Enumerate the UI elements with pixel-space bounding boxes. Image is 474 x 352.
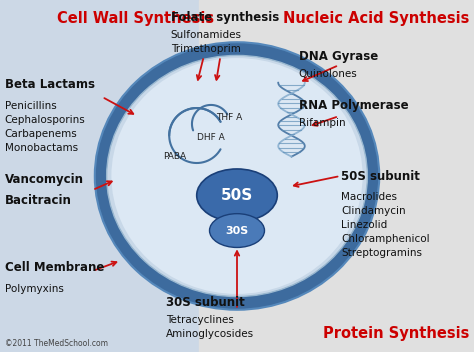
Text: RNA Polymerase: RNA Polymerase bbox=[299, 99, 408, 112]
Text: Nucleic Acid Synthesis: Nucleic Acid Synthesis bbox=[283, 11, 469, 26]
Text: Macrolides: Macrolides bbox=[341, 192, 397, 202]
Text: DNA Gyrase: DNA Gyrase bbox=[299, 50, 378, 63]
Ellipse shape bbox=[111, 58, 363, 294]
Text: Clindamycin: Clindamycin bbox=[341, 206, 406, 216]
Text: DHF A: DHF A bbox=[197, 133, 225, 142]
Bar bbox=[199, 0, 474, 352]
Ellipse shape bbox=[197, 169, 277, 222]
Text: Cell Wall Synthesis: Cell Wall Synthesis bbox=[57, 11, 214, 26]
Text: Folate synthesis: Folate synthesis bbox=[171, 11, 279, 24]
Text: Rifampin: Rifampin bbox=[299, 118, 345, 128]
Bar bbox=[0, 0, 199, 352]
Text: Protein Synthesis: Protein Synthesis bbox=[323, 326, 469, 341]
Text: Beta Lactams: Beta Lactams bbox=[5, 78, 95, 91]
Text: Chloramphenicol: Chloramphenicol bbox=[341, 234, 430, 244]
Text: Quinolones: Quinolones bbox=[299, 69, 357, 79]
Text: THF A: THF A bbox=[216, 113, 242, 122]
Text: 30S: 30S bbox=[225, 226, 249, 235]
Ellipse shape bbox=[107, 55, 367, 296]
Text: Trimethoprim: Trimethoprim bbox=[171, 44, 240, 54]
Text: ©2011 TheMedSchool.com: ©2011 TheMedSchool.com bbox=[5, 339, 108, 348]
Text: 50S: 50S bbox=[221, 188, 253, 203]
Text: Cephalosporins: Cephalosporins bbox=[5, 115, 85, 125]
Ellipse shape bbox=[95, 42, 379, 310]
Text: Sulfonamides: Sulfonamides bbox=[171, 30, 242, 40]
Ellipse shape bbox=[210, 214, 264, 247]
Text: Aminoglycosides: Aminoglycosides bbox=[166, 329, 254, 339]
Text: Streptogramins: Streptogramins bbox=[341, 249, 422, 258]
Text: PABA: PABA bbox=[164, 152, 187, 161]
Text: 50S subunit: 50S subunit bbox=[341, 170, 420, 182]
Text: Penicillins: Penicillins bbox=[5, 101, 56, 111]
Text: Linezolid: Linezolid bbox=[341, 220, 388, 230]
Text: Carbapenems: Carbapenems bbox=[5, 129, 77, 139]
Text: 30S subunit: 30S subunit bbox=[166, 296, 245, 309]
Text: Monobactams: Monobactams bbox=[5, 143, 78, 153]
Text: Tetracyclines: Tetracyclines bbox=[166, 315, 234, 325]
Text: Vancomycin: Vancomycin bbox=[5, 173, 84, 186]
Text: Polymyxins: Polymyxins bbox=[5, 284, 64, 294]
Text: Bacitracin: Bacitracin bbox=[5, 194, 72, 207]
Text: Cell Membrane: Cell Membrane bbox=[5, 261, 104, 274]
